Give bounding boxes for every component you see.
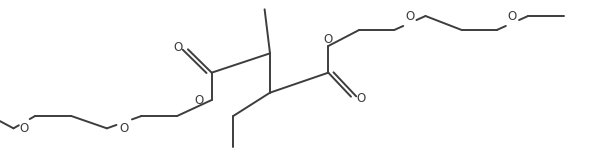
- Text: O: O: [119, 122, 129, 135]
- Text: O: O: [508, 10, 517, 23]
- Text: O: O: [20, 122, 29, 135]
- Text: O: O: [174, 41, 183, 54]
- Text: O: O: [356, 92, 365, 105]
- Text: O: O: [405, 10, 415, 23]
- Text: O: O: [194, 93, 203, 107]
- Text: O: O: [324, 33, 333, 46]
